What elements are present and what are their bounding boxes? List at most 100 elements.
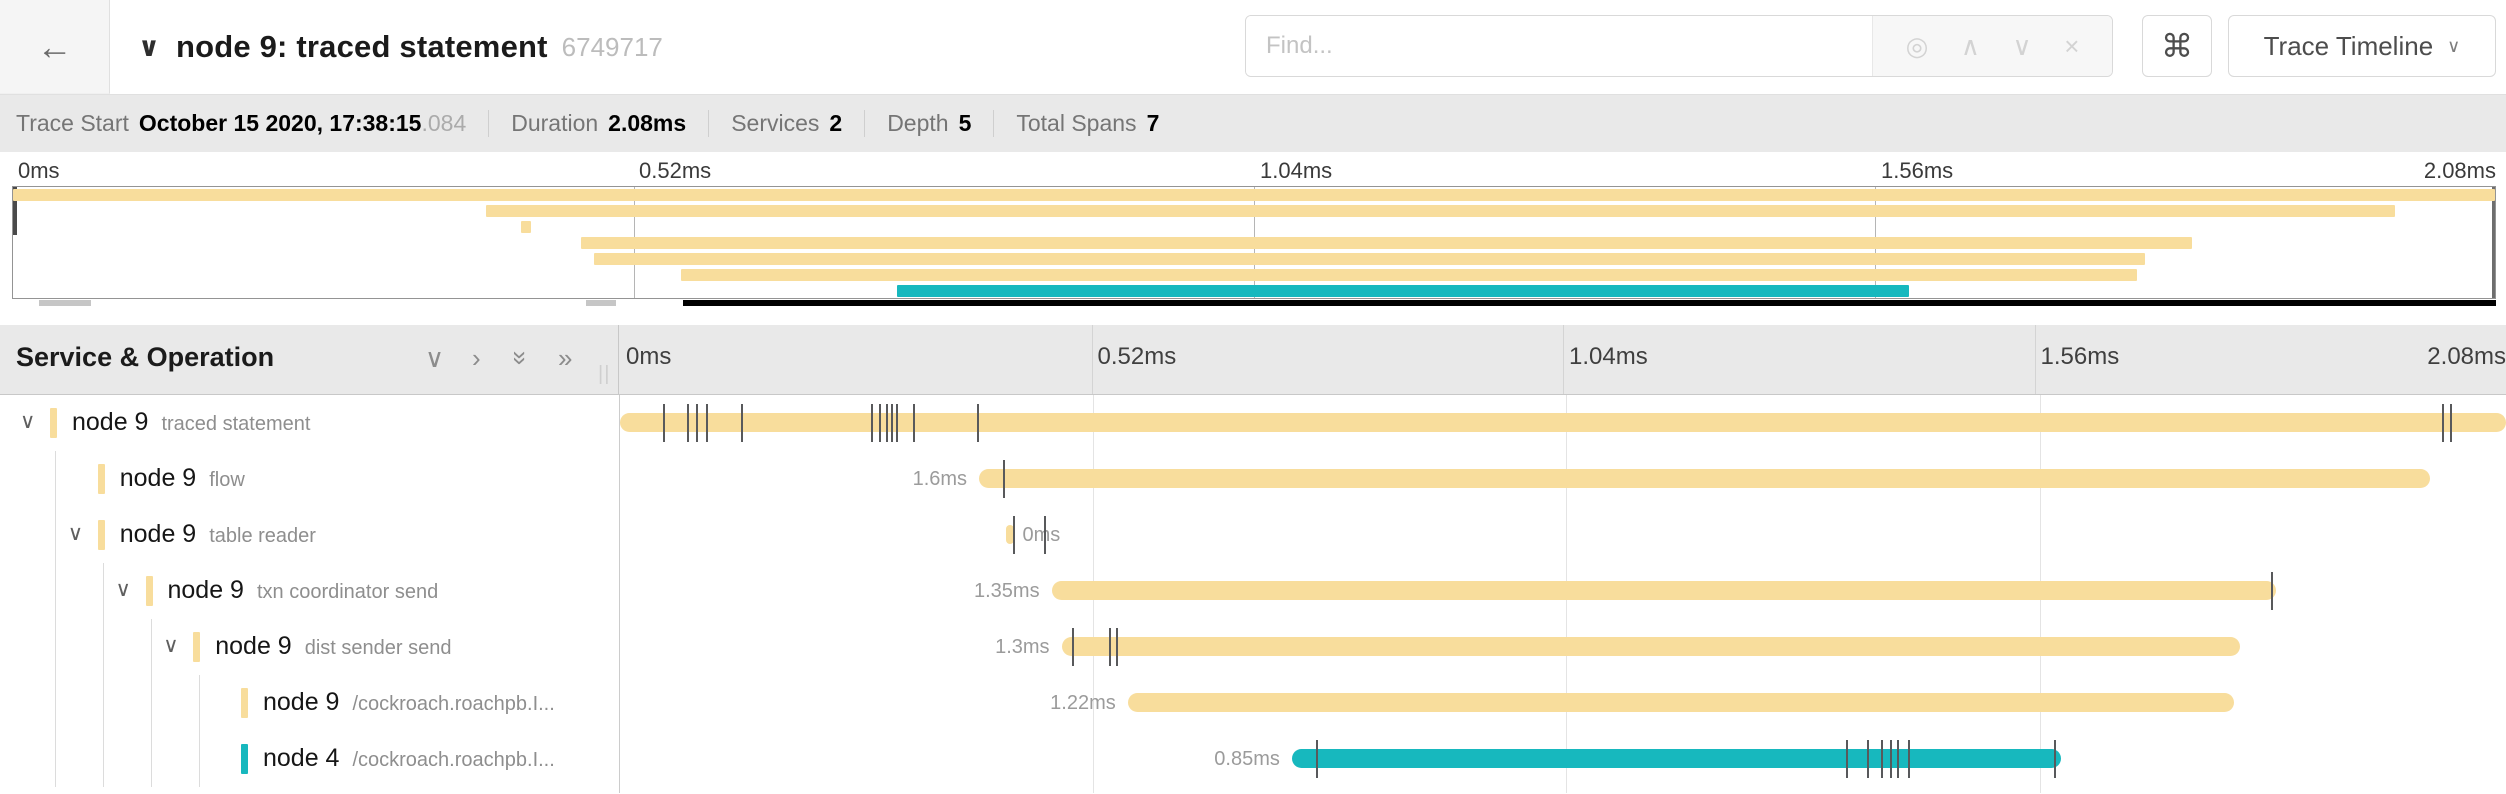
expander-chevron-icon[interactable]: ∨: [163, 634, 179, 657]
minimap-span-row: [13, 235, 2495, 251]
collapse-one-icon[interactable]: ∨: [425, 343, 445, 373]
span-timeline-cell[interactable]: 1.3ms: [620, 619, 2506, 675]
span-row[interactable]: ∨ node 9 txn coordinator send 1.35ms: [0, 563, 2506, 619]
span-tree-cell[interactable]: ∨ node 9 txn coordinator send: [0, 563, 619, 619]
locate-icon[interactable]: ◎: [1905, 31, 1929, 61]
span-log-tick[interactable]: [1072, 628, 1075, 666]
panel-divider[interactable]: [619, 395, 620, 793]
clear-search-icon[interactable]: ×: [2064, 31, 2080, 61]
span-log-tick[interactable]: [871, 404, 874, 442]
span-log-tick[interactable]: [1115, 628, 1118, 666]
span-timeline-cell[interactable]: 1.35ms: [620, 563, 2506, 619]
expand-all-icon[interactable]: »: [558, 343, 573, 373]
span-row[interactable]: node 9 flow 1.6ms: [0, 451, 2506, 507]
service-label: node 9: [263, 688, 340, 716]
span-log-tick[interactable]: [977, 404, 980, 442]
span-log-tick[interactable]: [706, 404, 709, 442]
expander-chevron-icon[interactable]: ∨: [67, 522, 84, 545]
span-bar[interactable]: [1127, 693, 2234, 712]
span-row[interactable]: ∨ node 9 table reader 0ms: [0, 507, 2506, 563]
span-log-tick[interactable]: [2449, 404, 2452, 442]
expander-chevron-icon[interactable]: ∨: [20, 410, 36, 433]
gridline: [1091, 325, 1093, 394]
keyboard-shortcuts-button[interactable]: ⌘: [2142, 15, 2212, 77]
minimap-span-row: [13, 203, 2495, 219]
span-row[interactable]: ∨ node 9 dist sender send 1.3ms: [0, 619, 2506, 675]
span-bar[interactable]: [1006, 525, 1014, 544]
span-timeline-cell[interactable]: 0ms: [620, 507, 2506, 563]
service-name: node 9 table reader: [120, 520, 316, 549]
indent-guide: [103, 619, 104, 675]
scrollbar-thumb[interactable]: [585, 300, 616, 306]
column-resize-grip[interactable]: ||: [598, 363, 611, 385]
span-timeline-cell[interactable]: 1.22ms: [620, 675, 2506, 731]
span-log-tick[interactable]: [1108, 628, 1111, 666]
minimap-canvas[interactable]: [12, 186, 2496, 299]
span-log-tick[interactable]: [1002, 460, 1005, 498]
indent-guide: [103, 563, 104, 619]
span-log-tick[interactable]: [885, 404, 888, 442]
span-log-tick[interactable]: [1890, 740, 1893, 778]
span-tree-cell[interactable]: ∨ node 9 traced statement: [0, 395, 619, 451]
minimap-scrubber-left[interactable]: [13, 187, 17, 235]
span-row[interactable]: node 4/cockroach.roachpb.I... 0.85ms: [0, 731, 2506, 787]
span-log-tick[interactable]: [1012, 516, 1015, 554]
span-log-tick[interactable]: [2271, 572, 2274, 610]
span-timeline-cell[interactable]: 0.85ms: [620, 731, 2506, 787]
collapse-all-icon[interactable]: »: [506, 350, 537, 366]
next-match-icon[interactable]: ∨: [2012, 31, 2032, 61]
span-tree-cell[interactable]: node 9 flow: [0, 451, 619, 507]
title-chevron-down-icon[interactable]: ∨: [138, 31, 160, 62]
summary-label: Total Spans: [1016, 110, 1137, 136]
service-name: node 4/cockroach.roachpb.I...: [263, 744, 555, 773]
scrollbar-thumb[interactable]: [39, 300, 92, 306]
span-timeline-cell[interactable]: 1.6ms: [620, 451, 2506, 507]
span-log-tick[interactable]: [740, 404, 743, 442]
span-row[interactable]: node 9/cockroach.roachpb.I... 1.22ms: [0, 675, 2506, 731]
span-log-tick[interactable]: [1044, 516, 1047, 554]
span-tree-cell[interactable]: ∨ node 9 dist sender send: [0, 619, 619, 675]
span-log-tick[interactable]: [1316, 740, 1319, 778]
span-log-tick[interactable]: [2442, 404, 2445, 442]
service-color-swatch: [241, 688, 248, 718]
minimap-span-row: [13, 267, 2495, 283]
find-suffix: ◎ ∧ ∨ ×: [1872, 16, 2112, 76]
span-log-tick[interactable]: [1896, 740, 1899, 778]
span-log-tick[interactable]: [1866, 740, 1869, 778]
span-bar[interactable]: [979, 469, 2430, 488]
span-bar[interactable]: [620, 413, 2506, 432]
span-log-tick[interactable]: [1881, 740, 1884, 778]
prev-match-icon[interactable]: ∧: [1960, 31, 1980, 61]
trace-view-selector[interactable]: Trace Timeline ∨: [2228, 15, 2496, 77]
minimap-scrubber-right[interactable]: [2492, 187, 2495, 298]
span-bar[interactable]: [1051, 581, 2276, 600]
span-log-tick[interactable]: [1908, 740, 1911, 778]
span-log-tick[interactable]: [879, 404, 882, 442]
axis-tick-label: 2.08ms: [2427, 343, 2506, 370]
span-tree-cell[interactable]: node 9/cockroach.roachpb.I...: [0, 675, 619, 731]
expand-one-icon[interactable]: ›: [472, 343, 481, 373]
span-bar[interactable]: [1061, 637, 2241, 656]
service-name: node 9 dist sender send: [215, 632, 451, 661]
expander-chevron-icon[interactable]: ∨: [115, 578, 131, 601]
span-log-tick[interactable]: [663, 404, 666, 442]
find-input[interactable]: [1246, 16, 1872, 76]
summary-item: Services 2: [708, 110, 864, 137]
scrollbar-thumb-dark[interactable]: [682, 300, 2496, 306]
axis-tick-label: 0.52ms: [639, 158, 712, 183]
span-log-tick[interactable]: [687, 404, 689, 442]
back-button[interactable]: ←: [0, 0, 110, 94]
span-log-tick[interactable]: [912, 404, 915, 442]
span-tree-cell[interactable]: ∨ node 9 table reader: [0, 507, 619, 563]
span-log-tick[interactable]: [891, 404, 894, 442]
span-log-tick[interactable]: [2054, 740, 2057, 778]
span-log-tick[interactable]: [1845, 740, 1848, 778]
span-row[interactable]: ∨ node 9 traced statement: [0, 395, 2506, 451]
minimap-span-row: [13, 283, 2495, 298]
span-bar[interactable]: [1291, 749, 2061, 768]
span-log-tick[interactable]: [696, 404, 699, 442]
span-tree-cell[interactable]: node 4/cockroach.roachpb.I...: [0, 731, 619, 787]
span-log-tick[interactable]: [896, 404, 899, 442]
service-label: node 9: [72, 408, 149, 436]
span-timeline-cell[interactable]: [620, 395, 2506, 451]
